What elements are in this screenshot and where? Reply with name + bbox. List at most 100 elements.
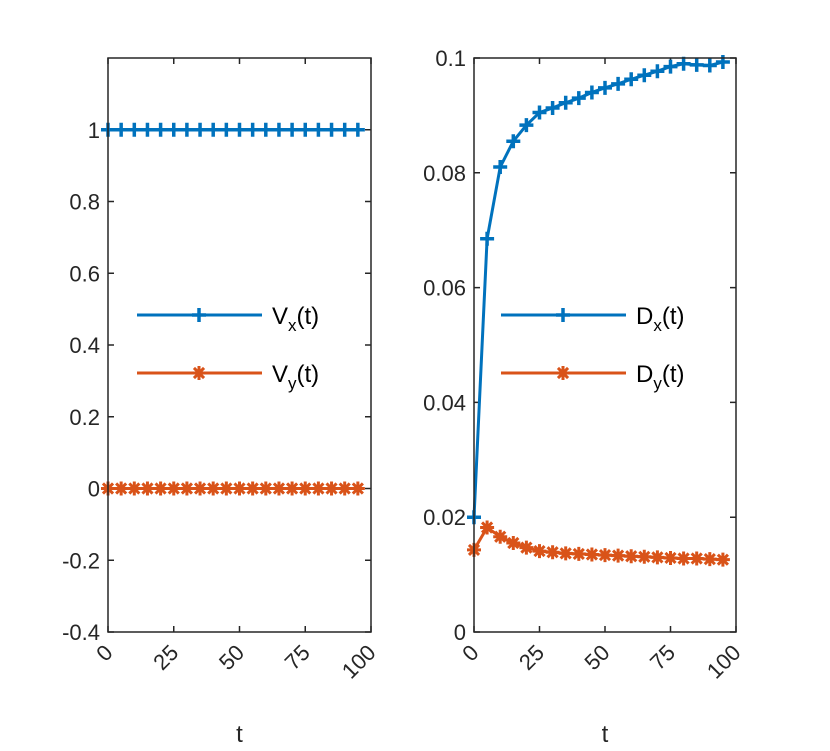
data-point	[193, 122, 208, 137]
data-point	[637, 549, 652, 564]
data-point	[571, 546, 586, 561]
data-point	[676, 56, 691, 71]
data-point	[715, 552, 730, 567]
y-tick-label: 0.04	[423, 390, 466, 415]
data-point	[663, 550, 678, 565]
y-tick-label: 0.8	[69, 190, 100, 215]
data-point	[153, 122, 168, 137]
data-point	[493, 529, 508, 544]
data-point	[114, 481, 129, 496]
data-point	[676, 551, 691, 566]
data-point	[350, 481, 365, 496]
data-point	[232, 481, 247, 496]
data-point	[558, 546, 573, 561]
data-point	[337, 122, 352, 137]
x-tick-label: 50	[214, 640, 249, 675]
data-point	[350, 122, 365, 137]
data-point	[702, 58, 717, 73]
x-axis-label: t	[236, 721, 243, 748]
data-point	[206, 481, 221, 496]
y-tick-label: 0.6	[69, 261, 100, 286]
y-tick-label: 0.08	[423, 161, 466, 186]
legend-label: Dy(t)	[636, 361, 685, 393]
data-point	[611, 76, 626, 91]
data-point	[245, 481, 260, 496]
axes-box	[107, 57, 372, 633]
y-tick-label: 0.06	[423, 276, 466, 301]
data-point	[298, 122, 313, 137]
y-tick-label: 0	[454, 620, 466, 645]
x-tick-label: 50	[580, 640, 615, 675]
data-point	[650, 64, 665, 79]
data-point	[519, 540, 534, 555]
data-point	[285, 122, 300, 137]
data-point	[558, 95, 573, 110]
legend-marker	[556, 308, 570, 322]
series-Dy	[467, 520, 730, 567]
data-point	[480, 520, 495, 535]
data-point	[702, 552, 717, 567]
series-line	[472, 60, 724, 518]
y-tick-label: 0.1	[435, 46, 466, 71]
data-point	[663, 59, 678, 74]
y-tick-label: -0.2	[62, 548, 100, 573]
data-point	[324, 122, 339, 137]
data-point	[127, 481, 142, 496]
x-tick-label: 0	[457, 640, 483, 666]
data-point	[271, 481, 286, 496]
x-tick-label: 0	[91, 640, 117, 666]
legend-label: Dx(t)	[636, 303, 685, 335]
data-point	[493, 160, 508, 175]
x-tick-label: 100	[337, 640, 381, 684]
legend-label: Vy(t)	[272, 361, 319, 393]
data-point	[689, 57, 704, 72]
data-point	[506, 134, 521, 149]
y-tick-label: 0.02	[423, 505, 466, 530]
data-point	[650, 550, 665, 565]
data-point	[140, 481, 155, 496]
legend-marker	[192, 366, 206, 380]
data-point	[179, 122, 194, 137]
y-tick-label: 1	[88, 118, 100, 143]
data-point	[232, 122, 247, 137]
data-point	[611, 548, 626, 563]
data-point	[689, 551, 704, 566]
data-point	[598, 548, 612, 563]
y-tick-label: 0	[88, 477, 100, 502]
data-point	[166, 122, 181, 137]
legend: Dx(t) Dy(t)	[501, 303, 685, 393]
legend: Vx(t) Vy(t)	[137, 303, 319, 393]
axes-box	[473, 57, 737, 633]
data-point	[532, 105, 547, 120]
data-point	[624, 72, 639, 87]
data-point	[584, 547, 599, 562]
data-point	[271, 122, 286, 137]
data-point	[506, 536, 521, 551]
data-point	[219, 481, 234, 496]
right-axes-dispersion: 0 0.02 0.04 0.06 0.08 0.1 0 25 50 75 100 t Dx(t) Dy(t…	[423, 46, 745, 748]
x-tick-label: 100	[702, 640, 746, 684]
data-point	[193, 481, 208, 496]
x-tick-label: 25	[514, 640, 549, 675]
data-point	[114, 122, 129, 137]
x-axis-label: t	[602, 721, 609, 748]
data-point	[545, 100, 560, 115]
data-point	[571, 91, 586, 106]
data-point	[179, 481, 194, 496]
series-Dx	[467, 55, 730, 525]
data-point	[206, 122, 221, 137]
data-point	[140, 122, 155, 137]
legend-marker	[556, 366, 570, 380]
series-Vx	[101, 122, 365, 137]
x-tick-label: 75	[645, 640, 680, 675]
legend-label: Vx(t)	[272, 303, 319, 335]
data-point	[532, 544, 547, 559]
data-point	[153, 481, 168, 496]
data-point	[127, 122, 142, 137]
legend-marker	[192, 308, 206, 322]
left-axes-velocity: -0.4 -0.2 0 0.2 0.4 0.6 0.8 1 0 25 50 75 100 t Vx(t) Vy…	[62, 57, 381, 748]
data-point	[245, 122, 260, 137]
data-point	[545, 545, 560, 560]
data-point	[637, 68, 652, 83]
